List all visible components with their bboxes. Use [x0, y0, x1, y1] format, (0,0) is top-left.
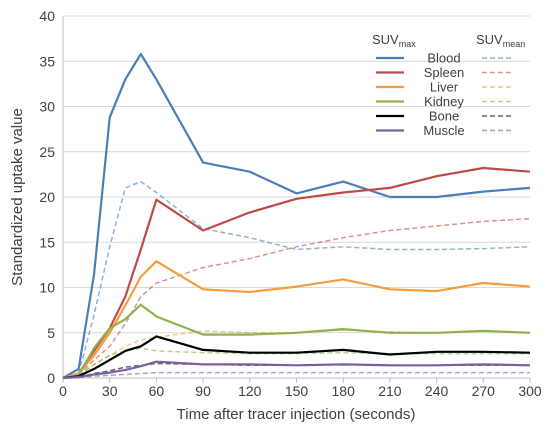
x-tick-label: 150 — [285, 383, 309, 399]
legend-mean-header: SUVmean — [476, 32, 525, 49]
x-tick-label: 30 — [102, 383, 118, 399]
series-lines — [62, 52, 531, 380]
legend-liver-label: Liver — [430, 80, 459, 95]
blood-suv-max-line — [62, 52, 531, 379]
legend-mean-main: SUV — [476, 32, 503, 47]
legend: SUVmax SUVmean BloodSpleenLiverKidneyBon… — [372, 32, 525, 138]
y-tick-label: 30 — [39, 99, 55, 115]
x-tick-labels: 0 30 60 90 120 150 180 210 240 270 300 — [59, 383, 542, 399]
bone-suv-mean-line — [62, 362, 530, 379]
y-tick-label: 25 — [39, 144, 55, 160]
blood-suv-mean-line — [62, 180, 531, 379]
y-tick-label: 35 — [39, 53, 55, 69]
x-tick-label: 180 — [332, 383, 356, 399]
x-axis-title: Time after tracer injection (seconds) — [177, 406, 416, 423]
x-tick-label: 120 — [238, 383, 262, 399]
x-tick-label: 60 — [149, 383, 165, 399]
legend-bone-label: Bone — [429, 109, 459, 124]
liver-suv-max-line — [62, 260, 531, 380]
kidney-suv-max-line — [62, 303, 531, 380]
legend-spleen-label: Spleen — [424, 65, 464, 80]
legend-max-header: SUVmax — [372, 32, 416, 49]
legend-kidney-label: Kidney — [424, 94, 464, 109]
y-axis-title: Standardized uptake value — [9, 108, 26, 286]
legend-mean-sub: mean — [503, 39, 526, 49]
y-tick-label: 20 — [39, 189, 55, 205]
x-tick-label: 300 — [518, 383, 542, 399]
y-tick-label: 5 — [47, 325, 55, 341]
grid — [63, 15, 530, 334]
x-tick-label: 0 — [59, 383, 67, 399]
x-tick-label: 240 — [425, 383, 449, 399]
y-tick-label: 15 — [39, 234, 55, 250]
y-tick-labels: 0 5 10 15 20 25 30 35 40 — [39, 8, 55, 386]
legend-muscle-label: Muscle — [423, 123, 464, 138]
x-tick-label: 270 — [472, 383, 496, 399]
kidney-suv-mean-line — [62, 347, 530, 379]
x-tick-label: 90 — [195, 383, 211, 399]
legend-blood-label: Blood — [427, 51, 460, 66]
y-tick-label: 0 — [47, 370, 55, 386]
spleen-suv-max-line — [62, 166, 531, 380]
axes — [62, 16, 531, 383]
muscle-suv-max-line — [62, 360, 531, 380]
x-tick-label: 210 — [378, 383, 402, 399]
bone-suv-max-line — [62, 335, 531, 380]
y-tick-label: 10 — [39, 280, 55, 296]
legend-max-main: SUV — [372, 32, 399, 47]
spleen-suv-mean-line — [62, 217, 531, 379]
muscle-suv-mean-line — [62, 371, 530, 379]
y-tick-label: 40 — [39, 8, 55, 24]
legend-max-sub: max — [399, 39, 417, 49]
